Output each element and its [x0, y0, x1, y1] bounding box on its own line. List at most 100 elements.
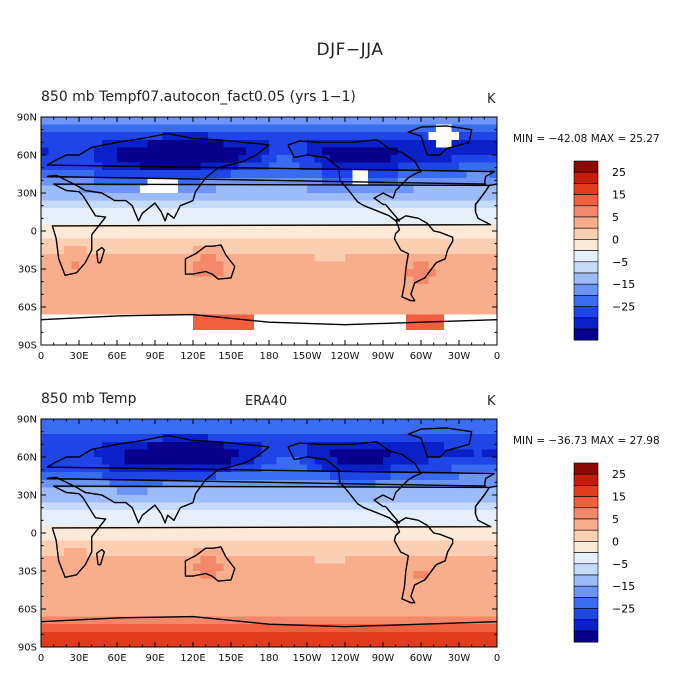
field-cell: [421, 269, 429, 277]
field-cell: [200, 479, 209, 488]
field-cell: [390, 124, 399, 133]
field-cell: [261, 540, 270, 549]
field-cell: [132, 487, 141, 496]
field-cell: [314, 472, 323, 481]
field-cell: [231, 162, 239, 171]
field-cell: [155, 269, 163, 277]
field-cell: [443, 441, 452, 450]
colorbar-label: −15: [612, 580, 635, 593]
field-cell: [474, 246, 483, 255]
field-cell: [208, 261, 217, 270]
field-cell: [101, 540, 110, 549]
field-cell: [375, 284, 384, 293]
field-cell: [253, 563, 262, 572]
field-cell: [231, 517, 239, 526]
field-cell: [322, 155, 331, 163]
field-cell: [41, 419, 49, 427]
field-cell: [276, 117, 285, 125]
field-cell: [421, 170, 429, 179]
field-cell: [147, 593, 156, 602]
field-cell: [405, 533, 414, 541]
field-cell: [147, 124, 156, 133]
field-cell: [352, 510, 361, 519]
coastlines-1: [40, 125, 498, 326]
field-cell: [223, 510, 232, 519]
field-cell: [117, 117, 125, 125]
field-cell: [481, 441, 490, 450]
field-cell: [177, 307, 186, 315]
field-cell: [421, 495, 429, 503]
field-cell: [132, 609, 141, 617]
field-cell: [459, 193, 467, 201]
field-cell: [94, 502, 103, 511]
field-cell: [413, 322, 422, 331]
field-cell: [246, 631, 255, 640]
field-cell: [383, 563, 391, 572]
field-cell: [94, 269, 103, 277]
field-cell: [405, 495, 414, 503]
field-cell: [109, 624, 118, 633]
field-cell: [109, 284, 118, 293]
field-cell: [132, 441, 141, 450]
field-cell: [375, 593, 384, 602]
field-cell: [390, 571, 399, 579]
field-cell: [352, 299, 361, 308]
x-tick-label: 90W: [372, 351, 395, 362]
field-cell: [185, 502, 194, 511]
field-cell: [337, 337, 346, 346]
field-cell: [261, 510, 270, 519]
field-cell: [474, 563, 483, 572]
field-cell: [421, 147, 429, 156]
field-cell: [398, 322, 407, 331]
field-cell: [269, 571, 277, 579]
field-cell: [208, 510, 217, 519]
field-cell: [337, 571, 346, 579]
field-cell: [63, 563, 72, 572]
field-cell: [466, 193, 475, 201]
field-cell: [489, 533, 498, 541]
field-cell: [284, 449, 293, 458]
field-cell: [466, 441, 475, 450]
field-cell: [86, 208, 95, 217]
field-cell: [481, 502, 490, 511]
field-cell: [329, 586, 338, 595]
field-cell: [94, 487, 103, 496]
field-cell: [101, 502, 110, 511]
field-cell: [94, 177, 103, 186]
field-cell: [352, 487, 361, 496]
field-cell: [337, 593, 346, 602]
field-cell: [481, 449, 490, 458]
field-cell: [276, 533, 285, 541]
y-tick-label: 30N: [17, 491, 37, 502]
field-cell: [170, 253, 179, 262]
field-cell: [71, 185, 80, 194]
field-cell: [63, 510, 72, 519]
field-cell: [421, 124, 429, 133]
field-cell: [215, 639, 224, 648]
field-cell: [383, 639, 391, 648]
field-cell: [428, 555, 437, 564]
field-cell: [48, 185, 57, 194]
field-cell: [56, 162, 65, 171]
field-cell: [124, 139, 133, 148]
field-cell: [428, 307, 437, 315]
field-cell: [94, 231, 103, 239]
field-cell: [337, 525, 346, 534]
field-cell: [322, 434, 331, 443]
field-cell: [94, 495, 103, 503]
field-cell: [299, 419, 308, 427]
field-cell: [117, 276, 125, 285]
field-cell: [41, 487, 49, 496]
field-cell: [405, 609, 414, 617]
field-cell: [132, 223, 141, 232]
field-cell: [41, 426, 49, 435]
field-cell: [261, 563, 270, 572]
field-cell: [48, 284, 57, 293]
field-cell: [117, 193, 125, 201]
field-cell: [193, 284, 201, 293]
field-cell: [170, 261, 179, 270]
field-cell: [466, 177, 475, 186]
field-cell: [352, 533, 361, 541]
field-cell: [79, 208, 87, 217]
field-cell: [345, 238, 353, 247]
